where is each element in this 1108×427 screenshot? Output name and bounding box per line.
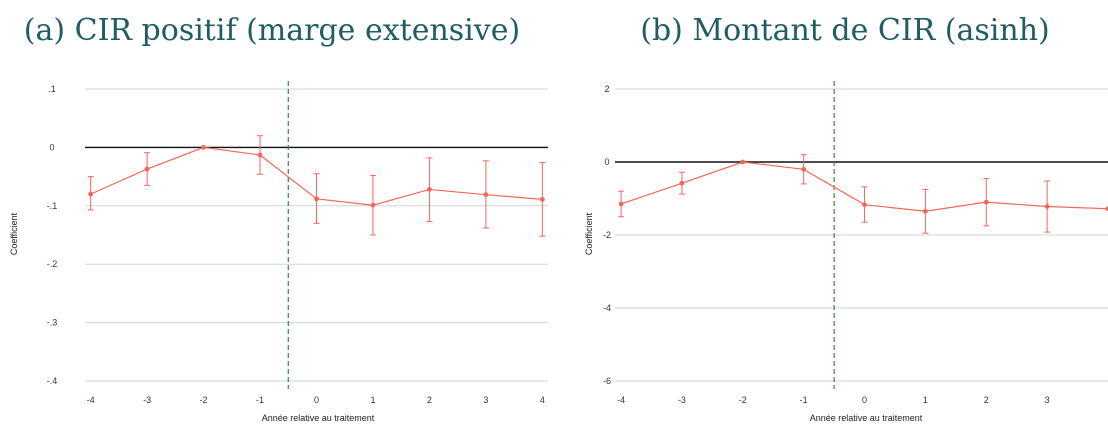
panel-b-data-point	[1044, 204, 1050, 209]
panel-a-xlabel: Année relative au traitement	[262, 413, 375, 423]
panel-b-xtick-label: 2	[984, 395, 989, 405]
panel-b-ytick-label: -6	[603, 376, 611, 386]
panel-a-xtick-label: 4	[540, 395, 545, 405]
panel-b-data-point	[740, 159, 746, 165]
panel-a-ytick-label: 0	[49, 142, 54, 152]
panel-b-data-point	[862, 202, 867, 208]
panel-a-ytick-label: -.2	[47, 259, 58, 269]
panel-a-data-point	[257, 152, 263, 158]
panel-b-xtick-label: -1	[800, 395, 808, 405]
panel-a-ytick-label: -.1	[47, 201, 58, 211]
panel-b-data-point	[679, 180, 685, 186]
panel-b-xtick-label: -4	[617, 395, 625, 405]
panel-a-xtick-label: 0	[314, 395, 319, 405]
panel-a-title: (a) CIR positif (marge extensive)	[24, 13, 520, 48]
panel-b-xtick-label: 3	[1045, 395, 1050, 405]
panel-b-ytick-label: -4	[603, 303, 611, 313]
panel-a-ytick-label: -.3	[47, 318, 58, 328]
panel-b-ytick-label: 0	[604, 157, 609, 167]
panel-a-xtick-label: 3	[483, 395, 488, 405]
panel-a-xtick-label: -4	[87, 395, 95, 405]
panel-b-data-point	[983, 199, 989, 205]
panel-b-title: (b) Montant de CIR (asinh)	[640, 13, 1049, 48]
panel-a-data-point	[483, 192, 489, 198]
panel-a: (a) CIR positif (marge extensive) Coeffi…	[9, 13, 548, 423]
panel-b-xtick-label: 1	[923, 395, 928, 405]
panel-a-ytick-label: .1	[48, 84, 56, 94]
panel-b-ytick-label: -2	[603, 230, 611, 240]
panel-b: (b) Montant de CIR (asinh) Coefficient A…	[584, 13, 1108, 423]
panel-a-ytick-label: -.4	[47, 376, 58, 386]
panel-a-xtick-label: 1	[370, 395, 375, 405]
panel-b-data-point	[1105, 206, 1108, 212]
panel-a-data-point	[201, 145, 206, 150]
panel-b-data-point	[923, 208, 928, 214]
panel-a-data-point	[539, 196, 545, 202]
panel-a-xtick-label: 2	[427, 395, 432, 405]
panel-b-xtick-label: -3	[678, 395, 686, 405]
panel-a-data-point	[144, 166, 150, 172]
panel-a-data-point	[427, 187, 432, 192]
panel-a-data-point	[88, 191, 94, 197]
panel-b-data-point	[801, 166, 807, 172]
panel-a-data-point	[370, 202, 376, 208]
panel-a-xtick-label: -1	[256, 395, 264, 405]
panel-a-xtick-label: -2	[200, 395, 208, 405]
panel-b-xtick-label: -2	[739, 395, 747, 405]
panel-a-xtick-label: -3	[143, 395, 151, 405]
panel-a-data-point	[314, 196, 319, 202]
panel-b-xlabel: Année relative au traitement	[810, 413, 923, 423]
panel-b-xtick-label: 0	[862, 395, 867, 405]
panel-b-ytick-label: 2	[604, 84, 609, 94]
panel-b-ylabel: Coefficient	[584, 212, 594, 255]
panel-a-ylabel: Coefficient	[9, 212, 19, 255]
panel-b-data-point	[618, 201, 624, 207]
